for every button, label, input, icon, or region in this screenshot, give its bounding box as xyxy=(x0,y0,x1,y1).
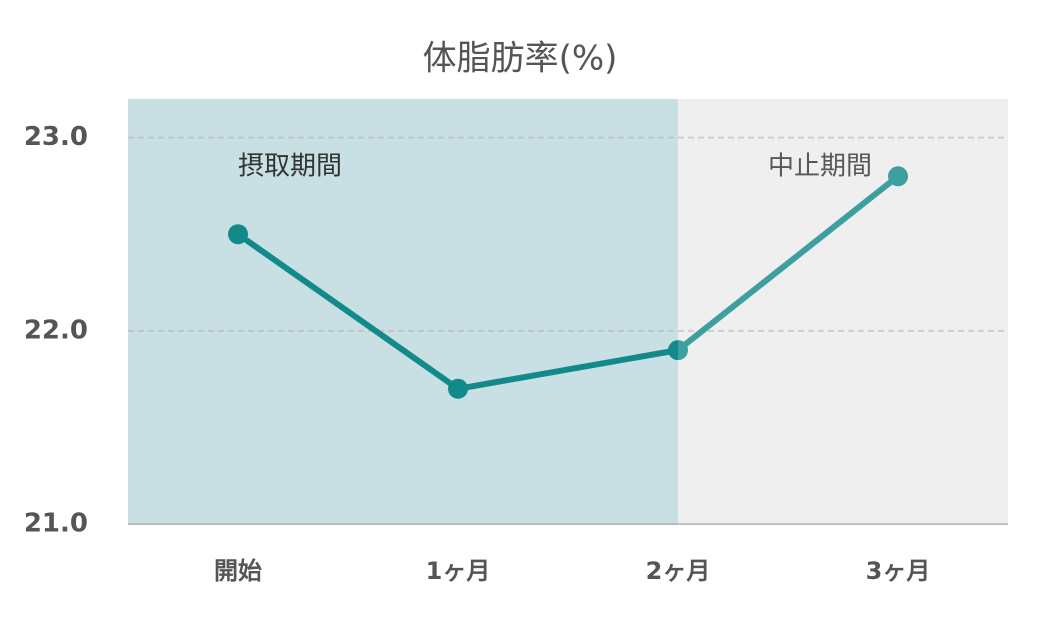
data-point xyxy=(888,166,908,187)
data-point xyxy=(228,224,248,245)
x-tick-label: 1ヶ月 xyxy=(426,557,491,585)
y-tick-label: 21.0 xyxy=(24,509,88,539)
chart-title: 体脂肪率(%) xyxy=(423,39,618,79)
x-tick-label: 3ヶ月 xyxy=(866,557,931,585)
period-label: 中止期間 xyxy=(768,152,872,182)
x-tick-label: 2ヶ月 xyxy=(646,557,711,585)
intake-region xyxy=(128,99,678,524)
y-tick-label: 23.0 xyxy=(24,122,88,152)
y-tick-label: 22.0 xyxy=(24,315,88,345)
data-point xyxy=(448,378,468,399)
data-line xyxy=(236,173,900,392)
data-point xyxy=(668,340,688,361)
stop-region-tint xyxy=(678,87,1028,524)
stop-region xyxy=(678,99,1008,524)
period-label: 摂取期間 xyxy=(238,152,342,182)
x-tick-label: 開始 xyxy=(214,557,262,585)
